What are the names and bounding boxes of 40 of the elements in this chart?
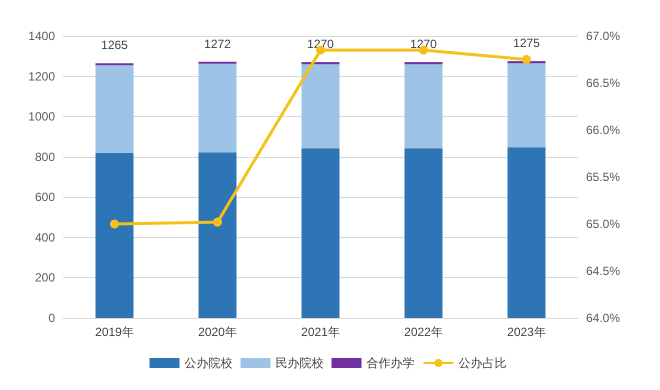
bar — [302, 64, 340, 148]
legend-label: 公办占比 — [458, 356, 506, 370]
bar — [404, 148, 442, 318]
y2-tick-label: 64.5% — [586, 264, 620, 278]
total-label: 1272 — [204, 36, 232, 51]
x-tick-label: 2019年 — [95, 325, 134, 339]
x-tick-label: 2023年 — [507, 325, 546, 339]
legend-label: 民办院校 — [276, 356, 324, 370]
y2-tick-label: 67.0% — [586, 29, 620, 43]
bar — [96, 152, 134, 318]
y-tick-label: 1200 — [28, 69, 56, 84]
point — [110, 220, 119, 228]
bar — [508, 147, 546, 318]
y2-tick-label: 65.5% — [586, 170, 620, 184]
x-tick-label: 2021年 — [301, 325, 340, 339]
y2-tick-label: 64.0% — [586, 311, 620, 325]
bar — [198, 64, 236, 152]
point — [522, 55, 531, 64]
y-tick-label: 200 — [34, 270, 56, 285]
x-tick-label: 2022年 — [404, 325, 443, 339]
y-tick-label: 600 — [34, 190, 56, 204]
y-tick-label: 0 — [48, 311, 56, 325]
bar — [404, 64, 442, 148]
y-tick-label: 800 — [34, 150, 56, 164]
bar — [302, 148, 340, 318]
x-tick-label: 2020年 — [198, 325, 237, 339]
total-label: 1265 — [101, 38, 128, 52]
legend-label: 公办院校 — [184, 356, 232, 370]
legend-label: 合作办学 — [366, 356, 414, 370]
bar — [198, 152, 236, 318]
y-tick-label: 400 — [34, 230, 56, 244]
total-label: 1275 — [513, 36, 540, 50]
y-tick-label: 1400 — [28, 29, 56, 43]
y2-tick-label: 65.0% — [586, 217, 620, 231]
y2-tick-label: 66.0% — [586, 123, 620, 137]
y2-tick-label: 66.5% — [586, 76, 620, 90]
bar — [96, 65, 134, 153]
point — [213, 218, 222, 227]
y-tick-label: 1000 — [28, 110, 56, 124]
bar — [508, 63, 546, 148]
